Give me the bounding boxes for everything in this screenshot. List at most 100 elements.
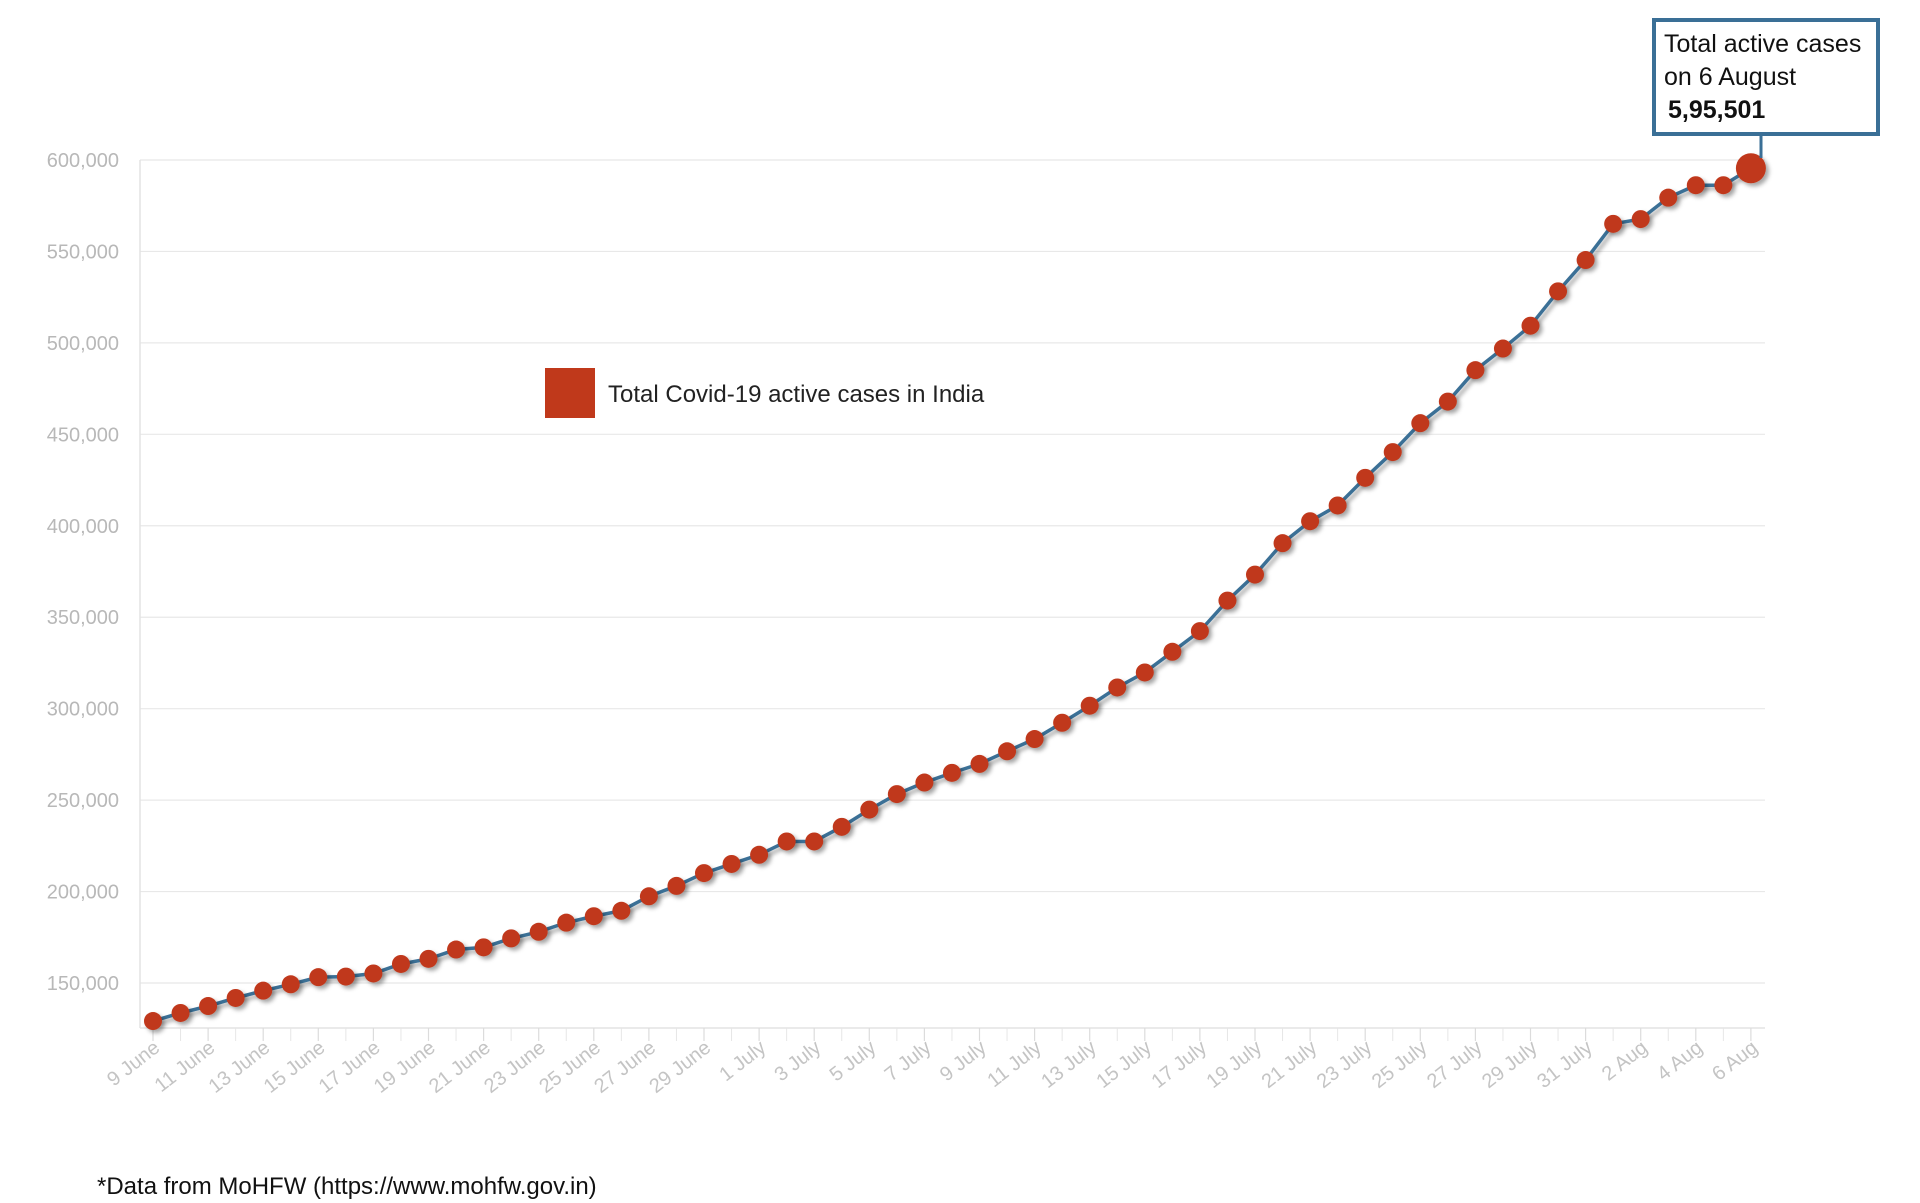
data-point: [722, 854, 741, 873]
legend: Total Covid-19 active cases in India: [545, 368, 985, 418]
data-point: [447, 940, 466, 959]
data-point: [695, 864, 713, 883]
data-point: [474, 938, 493, 957]
x-tick-label: 27 July: [1423, 1037, 1486, 1093]
data-point: [750, 845, 769, 864]
data-point: [1190, 622, 1209, 641]
legend-label: Total Covid-19 active cases in India: [608, 381, 985, 408]
x-tick-label: 23 June: [480, 1037, 550, 1098]
data-point: [419, 949, 438, 968]
data-point: [584, 907, 603, 926]
data-point: [998, 742, 1017, 761]
data-point: [942, 763, 961, 782]
data-point: [254, 981, 273, 1000]
x-tick-label: 27 June: [590, 1037, 660, 1098]
y-tick-label: 600,000: [47, 150, 119, 172]
data-point: [1163, 642, 1182, 661]
y-tick-label: 400,000: [47, 516, 119, 538]
data-point: [805, 832, 824, 851]
data-point: [1631, 210, 1650, 229]
data-point: [1108, 678, 1127, 697]
data-point: [364, 964, 383, 983]
y-axis: 150,000 200,000 250,000 300,000 350,000 400,0…: [47, 150, 141, 1028]
data-point: [1301, 512, 1320, 531]
data-point: [557, 913, 576, 932]
y-tick-label: 250,000: [47, 790, 119, 812]
x-tick-label: 3 July: [771, 1037, 826, 1087]
y-tick-label: 500,000: [47, 333, 119, 355]
data-point: [144, 1012, 162, 1031]
data-point: [1466, 361, 1485, 380]
callout-title-line1: Total active cases: [1664, 30, 1862, 58]
data-point: [1686, 176, 1705, 195]
x-tick-label: 19 July: [1203, 1037, 1266, 1093]
data-point: [1273, 534, 1292, 553]
data-point: [1549, 282, 1568, 301]
data-point: [1411, 414, 1430, 433]
x-tick-label: 1 July: [715, 1037, 770, 1087]
x-tick-label: 17 July: [1147, 1037, 1210, 1093]
data-point: [832, 817, 851, 836]
data-point: [1080, 696, 1099, 715]
x-tick-label: 21 July: [1258, 1037, 1321, 1093]
x-tick-label: 29 June: [645, 1037, 715, 1098]
data-point: [309, 968, 328, 987]
y-tick-label: 450,000: [47, 424, 119, 446]
callout-box: Total active cases on 6 August 5,95,501: [1652, 18, 1880, 136]
data-point: [667, 876, 686, 895]
x-tick-label: 25 June: [535, 1037, 605, 1098]
data-point: [1025, 730, 1044, 749]
callout-value: 5,95,501: [1668, 96, 1766, 124]
data-point: [1438, 392, 1457, 411]
data-point: [1135, 663, 1154, 682]
data-point: [1383, 443, 1402, 462]
x-tick-label: 23 July: [1313, 1037, 1376, 1093]
y-tick-label: 550,000: [47, 241, 119, 263]
x-tick-label: 15 July: [1092, 1037, 1155, 1093]
data-point: [860, 800, 879, 819]
x-tick-label: 31 July: [1533, 1037, 1596, 1093]
data-point: [1356, 468, 1375, 487]
data-point: [391, 954, 410, 973]
x-tick-label: 9 July: [936, 1037, 991, 1087]
callout-title-line2: on 6 August: [1664, 63, 1797, 91]
x-tick-label: 11 June: [151, 1037, 219, 1097]
x-tick-label: 21 June: [425, 1037, 495, 1098]
data-point: [1604, 214, 1623, 233]
x-tick-label: 13 July: [1037, 1037, 1100, 1093]
data-point: [887, 785, 906, 804]
data-point: [1218, 591, 1237, 610]
data-point: [777, 832, 796, 851]
data-point: [612, 901, 631, 920]
data-point: [502, 929, 521, 948]
x-tick-label: 29 July: [1478, 1037, 1541, 1093]
data-point: [915, 773, 934, 792]
data-point: [1735, 153, 1766, 184]
y-tick-label: 200,000: [47, 882, 119, 904]
data-point: [1714, 176, 1733, 195]
data-point: [1659, 188, 1678, 207]
gridlines: [140, 159, 1765, 984]
x-tick-label: 2 Aug: [1598, 1037, 1652, 1086]
x-tick-label: 13 June: [205, 1037, 275, 1098]
source-note: *Data from MoHFW (https://www.mohfw.gov.…: [97, 1173, 597, 1200]
data-point: [199, 997, 218, 1016]
legend-swatch: [545, 368, 595, 418]
data-point: [639, 887, 658, 906]
data-point: [171, 1003, 190, 1022]
series-line: [152, 166, 1752, 1023]
x-tick-label: 15 June: [260, 1037, 330, 1098]
x-tick-label: 19 June: [370, 1037, 440, 1098]
data-point: [970, 754, 989, 773]
active-cases-series: [144, 153, 1766, 1031]
data-point: [336, 967, 355, 986]
x-tick-label: 6 Aug: [1708, 1037, 1762, 1086]
x-tick-label: 7 July: [881, 1037, 936, 1087]
data-point: [529, 922, 548, 941]
x-tick-label: 4 Aug: [1653, 1037, 1707, 1086]
y-tick-label: 350,000: [47, 607, 119, 629]
x-tick-label: 5 July: [826, 1037, 881, 1087]
data-point: [1521, 316, 1540, 335]
